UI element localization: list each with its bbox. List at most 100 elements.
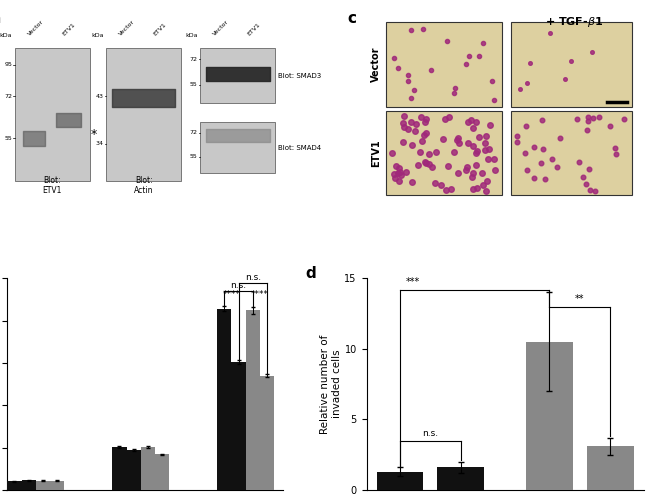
Point [403, 124, 413, 132]
Text: ETV1: ETV1 [247, 22, 261, 37]
Text: Vector: Vector [27, 20, 45, 37]
Point [389, 170, 399, 178]
Bar [112, 447, 127, 490]
Point [453, 139, 463, 147]
Point [520, 149, 530, 157]
Point [401, 168, 411, 176]
Point [463, 52, 474, 60]
Point [410, 128, 421, 136]
Point [389, 54, 399, 62]
Point [407, 178, 417, 186]
Point [485, 121, 495, 129]
Bar [15, 48, 90, 180]
Point [484, 145, 495, 153]
Point [398, 119, 408, 127]
Point [403, 77, 413, 85]
Text: 55: 55 [190, 154, 198, 160]
Point [478, 38, 488, 46]
Point [449, 148, 460, 156]
Bar [260, 376, 274, 490]
Point [572, 115, 582, 123]
Point [545, 29, 555, 37]
Text: 95: 95 [4, 62, 12, 67]
Point [393, 64, 403, 72]
Point [416, 112, 426, 120]
Point [484, 156, 494, 164]
Point [406, 118, 416, 126]
Bar [106, 48, 181, 180]
Text: 72: 72 [4, 94, 12, 98]
Bar [200, 48, 275, 104]
Bar [200, 122, 275, 174]
Point [436, 181, 447, 189]
Point [461, 166, 471, 174]
Bar [36, 480, 50, 490]
Point [387, 149, 397, 157]
Point [588, 114, 598, 122]
Point [578, 172, 588, 180]
Text: kDa: kDa [91, 34, 103, 38]
Point [619, 116, 629, 124]
Point [453, 169, 463, 177]
Point [584, 165, 594, 173]
Text: 72: 72 [190, 130, 198, 136]
Text: Blot:
Actin: Blot: Actin [134, 176, 153, 196]
Bar [386, 110, 502, 196]
Point [445, 184, 456, 192]
Point [419, 24, 429, 32]
Point [415, 148, 425, 156]
Bar [376, 472, 423, 490]
Point [452, 136, 462, 144]
Point [554, 134, 565, 142]
Point [536, 159, 546, 167]
Point [474, 52, 484, 60]
Point [421, 129, 432, 137]
Point [486, 77, 497, 85]
Point [443, 114, 454, 122]
Text: Vector: Vector [213, 20, 230, 37]
Point [391, 162, 402, 170]
Bar [510, 22, 632, 107]
Point [574, 158, 584, 166]
Point [522, 80, 532, 88]
Bar [510, 110, 632, 196]
Point [582, 126, 592, 134]
Point [478, 180, 488, 188]
Point [409, 86, 419, 94]
Point [468, 124, 478, 132]
Point [471, 160, 482, 168]
Text: Vector: Vector [118, 20, 136, 37]
Point [560, 76, 570, 84]
Point [581, 180, 592, 188]
Text: ETV1: ETV1 [153, 22, 168, 37]
Point [467, 169, 478, 177]
Text: c: c [347, 12, 356, 26]
Point [463, 118, 473, 126]
Text: n.s.: n.s. [231, 280, 246, 289]
Point [529, 143, 539, 151]
Point [417, 136, 427, 144]
Bar [21, 480, 36, 490]
Point [420, 118, 430, 126]
Point [583, 113, 593, 121]
Point [393, 170, 404, 177]
Point [395, 168, 405, 176]
Point [490, 166, 501, 173]
Text: Vector: Vector [371, 47, 382, 82]
Point [441, 37, 452, 45]
Point [421, 115, 431, 123]
Point [431, 148, 441, 156]
Y-axis label: Relative number of
invaded cells: Relative number of invaded cells [320, 334, 342, 434]
Point [443, 162, 454, 170]
Point [471, 147, 482, 155]
Point [583, 117, 593, 125]
Point [593, 113, 604, 121]
Text: kDa: kDa [0, 34, 12, 38]
Text: d: d [306, 266, 317, 280]
Point [419, 132, 430, 140]
Point [406, 94, 416, 102]
Point [453, 134, 463, 142]
Text: + TGF-$\beta$1: + TGF-$\beta$1 [545, 15, 603, 29]
Point [488, 154, 499, 162]
Text: Blot:
ETV1: Blot: ETV1 [42, 176, 62, 196]
